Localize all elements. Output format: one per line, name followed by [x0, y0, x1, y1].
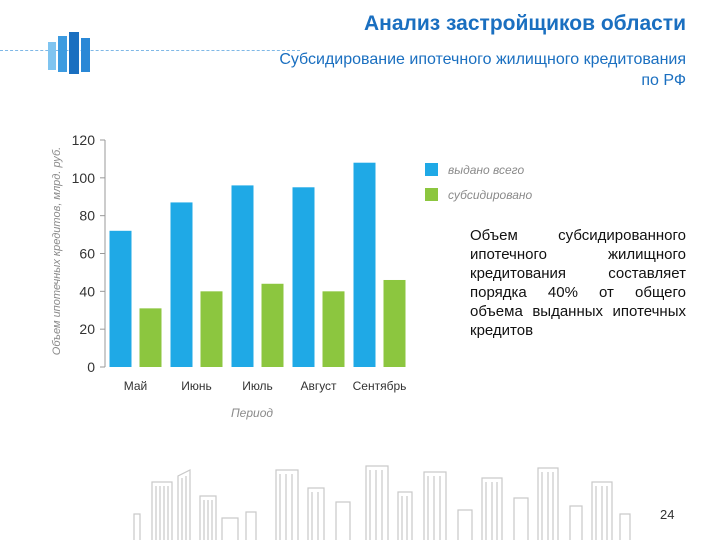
y-axis-label: Объем ипотечных кредитов, млрд. руб.	[51, 147, 63, 355]
legend-label: субсидировано	[448, 188, 532, 202]
x-tick-label: Сентябрь	[353, 379, 407, 393]
summary-note: Объем субсидированного ипотечного жилищн…	[470, 227, 686, 339]
bar-total	[292, 187, 315, 367]
x-tick-label: Август	[300, 379, 337, 393]
x-tick-label: Июль	[242, 379, 273, 393]
bar-subsidized	[383, 279, 406, 367]
page-subtitle: Субсидирование ипотечного жилищного кред…	[279, 51, 686, 89]
y-tick-label: 0	[87, 359, 95, 375]
bar-chart: Объем ипотечных кредитов, млрд. руб. Пер…	[51, 132, 532, 420]
bar-total	[170, 202, 193, 367]
y-tick-label: 20	[79, 321, 95, 337]
y-tick-label: 100	[72, 170, 96, 186]
y-tick-label: 120	[72, 132, 96, 148]
bar-subsidized	[139, 308, 162, 367]
y-tick-label: 40	[79, 283, 95, 299]
page-title: Анализ застройщиков области	[363, 12, 686, 35]
x-axis-label: Период	[231, 406, 273, 420]
bar-total	[231, 185, 254, 367]
bar-total	[109, 230, 132, 367]
x-tick-label: Май	[124, 379, 148, 393]
bar-total	[353, 162, 376, 367]
legend-swatch	[425, 163, 438, 176]
y-tick-label: 80	[79, 208, 95, 224]
x-tick-label: Июнь	[181, 379, 212, 393]
bar-subsidized	[322, 291, 345, 367]
building-logo-icon	[48, 32, 90, 74]
page-number: 24	[660, 507, 675, 522]
header-divider	[0, 50, 300, 51]
city-skyline-icon	[133, 465, 631, 540]
y-tick-label: 60	[79, 246, 95, 262]
legend-swatch	[425, 188, 438, 201]
legend-label: выдано всего	[448, 163, 524, 177]
bar-subsidized	[200, 291, 223, 367]
bar-subsidized	[261, 283, 284, 367]
